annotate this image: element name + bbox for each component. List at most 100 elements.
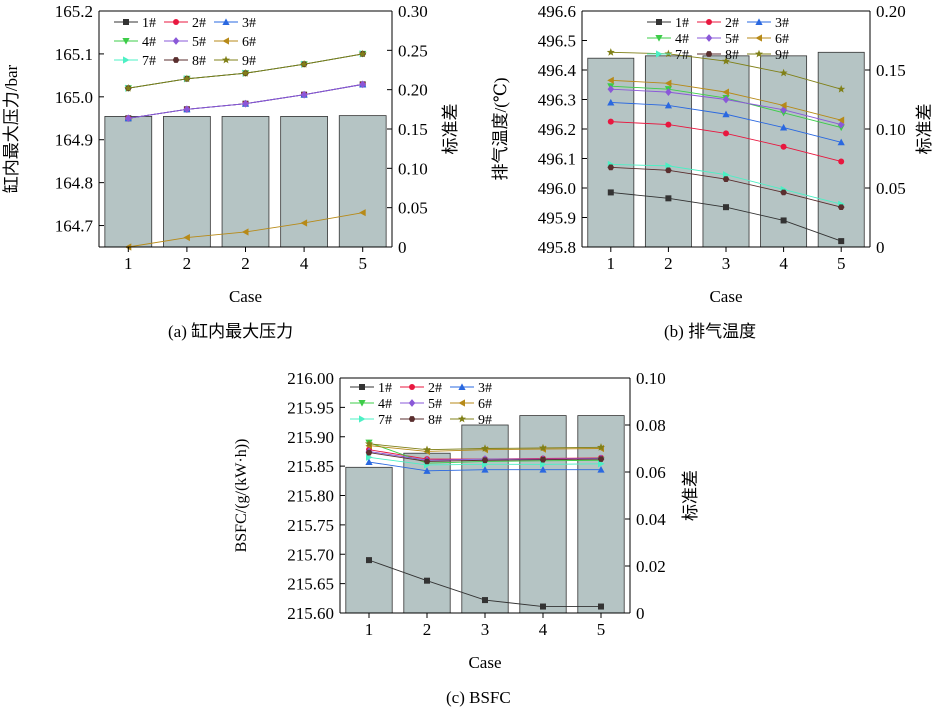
series-point-2 bbox=[607, 118, 614, 125]
x-axis-title: Case bbox=[229, 287, 262, 306]
y-tick-label: 496.3 bbox=[538, 91, 576, 110]
triangle-down-marker-icon bbox=[358, 400, 366, 407]
y-axis-title: 缸内最大压力/bar bbox=[1, 64, 21, 193]
legend-label: 7# bbox=[142, 54, 156, 69]
y2-tick-label: 0 bbox=[876, 238, 885, 257]
legend-label: 1# bbox=[142, 16, 156, 31]
star-marker-icon bbox=[755, 49, 763, 58]
legend-label: 2# bbox=[192, 16, 206, 31]
square-marker-icon bbox=[123, 19, 129, 25]
y-tick-label: 496.0 bbox=[538, 179, 576, 198]
series-point-3 bbox=[607, 98, 615, 106]
legend-label: 4# bbox=[378, 397, 392, 412]
series-point-8 bbox=[539, 456, 547, 463]
y-tick-label: 164.9 bbox=[55, 131, 93, 150]
legend-label: 4# bbox=[675, 32, 689, 47]
series-point-2 bbox=[780, 143, 787, 150]
legend-label: 9# bbox=[775, 48, 789, 63]
x-tick-label: 2 bbox=[664, 254, 673, 273]
x-tick-label: 5 bbox=[597, 620, 606, 639]
series-point-9 bbox=[124, 84, 133, 92]
series-point-6 bbox=[300, 219, 308, 227]
series-point-8 bbox=[481, 457, 489, 464]
series-point-9 bbox=[423, 445, 431, 454]
series-point-1 bbox=[838, 238, 845, 245]
series-point-1 bbox=[482, 597, 488, 604]
series-point-5 bbox=[242, 99, 249, 108]
series-point-9 bbox=[300, 60, 309, 68]
std-bar bbox=[461, 424, 509, 614]
series-point-5 bbox=[607, 85, 615, 94]
series-point-3 bbox=[837, 138, 845, 146]
triangle-left-marker-icon bbox=[755, 34, 762, 42]
series-point-6 bbox=[664, 79, 672, 87]
triangle-down-marker-icon bbox=[655, 35, 663, 42]
hexagon-marker-icon bbox=[408, 416, 416, 422]
series-point-8 bbox=[665, 167, 672, 174]
y2-tick-label: 0.08 bbox=[636, 416, 666, 435]
y2-tick-label: 0.15 bbox=[398, 120, 428, 139]
y2-tick-label: 0.05 bbox=[398, 199, 428, 218]
y-axis-title: 排气温度/(℃) bbox=[491, 77, 510, 180]
series-point-7 bbox=[366, 453, 373, 461]
legend-label: 8# bbox=[428, 413, 442, 428]
triangle-right-marker-icon bbox=[359, 415, 366, 423]
y2-tick-label: 0.10 bbox=[636, 369, 666, 388]
series-point-9 bbox=[837, 84, 846, 93]
series-point-7 bbox=[540, 460, 547, 468]
triangle-right-marker-icon bbox=[656, 50, 663, 58]
series-point-9 bbox=[597, 443, 605, 451]
y-tick-label: 215.60 bbox=[287, 604, 334, 623]
series-point-9 bbox=[664, 49, 673, 58]
series-point-8 bbox=[837, 204, 845, 211]
x-tick-label: 5 bbox=[837, 254, 846, 273]
caption-a: (a) 缸内最大压力 bbox=[168, 322, 294, 341]
y2-tick-label: 0 bbox=[398, 238, 407, 257]
series-point-5 bbox=[665, 88, 672, 97]
series-point-6 bbox=[837, 116, 845, 124]
legend: 1# 2# 3# 4# 5# 6# 7# 8# 9# bbox=[350, 381, 492, 428]
y2-tick-label: 0.15 bbox=[876, 61, 906, 80]
y-tick-label: 495.9 bbox=[538, 209, 576, 228]
triangle-right-marker-icon bbox=[123, 56, 130, 64]
legend-label: 5# bbox=[428, 397, 442, 412]
series-point-8 bbox=[365, 449, 373, 456]
triangle-up-marker-icon bbox=[755, 18, 763, 25]
x-tick-label: 4 bbox=[300, 254, 309, 273]
std-bar bbox=[221, 116, 270, 248]
square-marker-icon bbox=[656, 19, 662, 25]
legend-label: 2# bbox=[725, 16, 739, 31]
legend-label: 1# bbox=[675, 16, 689, 31]
x-tick-label: 3 bbox=[481, 620, 490, 639]
series-point-1 bbox=[780, 217, 787, 224]
std-bar bbox=[345, 466, 393, 614]
series-point-5 bbox=[125, 114, 132, 123]
star-marker-icon bbox=[222, 55, 230, 64]
legend-label: 3# bbox=[242, 16, 256, 31]
series-point-5 bbox=[359, 80, 366, 89]
y-tick-label: 215.80 bbox=[287, 487, 334, 506]
x-tick-label: 4 bbox=[779, 254, 788, 273]
y-tick-label: 215.75 bbox=[287, 516, 334, 535]
diamond-marker-icon bbox=[705, 34, 713, 42]
series-point-3 bbox=[664, 101, 672, 109]
series-point-6 bbox=[183, 233, 190, 242]
y-tick-label: 164.7 bbox=[55, 217, 94, 236]
series-point-1 bbox=[723, 204, 729, 211]
std-bar bbox=[702, 55, 750, 248]
x-tick-label: 1 bbox=[365, 620, 374, 639]
series-point-9 bbox=[241, 69, 250, 77]
y-tick-label: 165.0 bbox=[55, 88, 93, 107]
legend-label: 6# bbox=[775, 32, 789, 47]
x-tick-label: 4 bbox=[539, 620, 548, 639]
x-tick-label: 2 bbox=[423, 620, 432, 639]
series-point-3 bbox=[365, 458, 373, 466]
y-tick-label: 165.2 bbox=[55, 2, 93, 21]
y-tick-label: 496.1 bbox=[538, 150, 576, 169]
series-point-2 bbox=[723, 130, 729, 137]
y-tick-label: 215.65 bbox=[287, 575, 334, 594]
y-tick-label: 496.5 bbox=[538, 32, 576, 51]
series-point-9 bbox=[539, 443, 547, 452]
series-point-9 bbox=[722, 56, 730, 65]
series-point-6 bbox=[722, 88, 729, 96]
